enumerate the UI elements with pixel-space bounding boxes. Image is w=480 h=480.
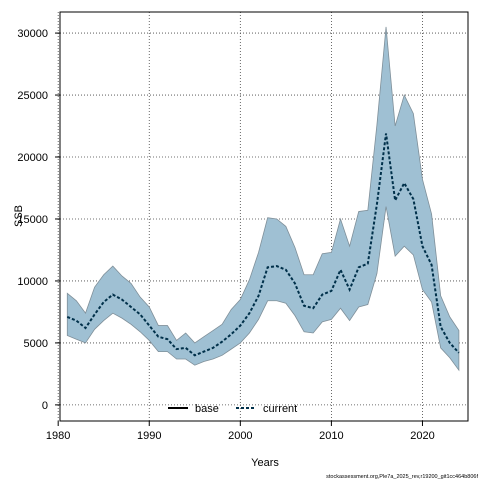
x-tick-label: 2000	[228, 430, 252, 442]
plot-frame	[59, 11, 469, 422]
y-tick-label: 5000	[24, 338, 48, 350]
y-tick-label: 20000	[17, 152, 48, 164]
series-current-line	[66, 133, 460, 357]
y-tick-label: 10000	[17, 276, 48, 288]
y-axis: 0 5000 10000 15000 20000 25000 30000	[17, 28, 60, 412]
y-tick-label: 30000	[17, 28, 48, 40]
y-tick-label: 15000	[17, 214, 48, 226]
legend-current-label: current	[263, 403, 297, 415]
x-tick-label: 2020	[410, 430, 434, 442]
x-tick-label: 1980	[46, 430, 70, 442]
footer-credit: stockassessment.org,Ple7a_2025_rev,r1920…	[326, 474, 478, 480]
confidence-band-area	[66, 26, 460, 372]
confidence-band	[66, 26, 460, 372]
x-tick-label: 2010	[319, 430, 343, 442]
y-tick-label: 0	[42, 400, 48, 412]
y-tick-label: 25000	[17, 90, 48, 102]
series-lines	[66, 133, 460, 357]
legend-base-label: base	[195, 403, 219, 415]
legend: base current	[168, 403, 297, 415]
x-tick-label: 1990	[137, 430, 161, 442]
y-axis-title: SSB	[13, 205, 25, 227]
x-axis: 1980 1990 2000 2010 2020	[46, 421, 435, 442]
x-axis-title: Years	[251, 457, 279, 469]
